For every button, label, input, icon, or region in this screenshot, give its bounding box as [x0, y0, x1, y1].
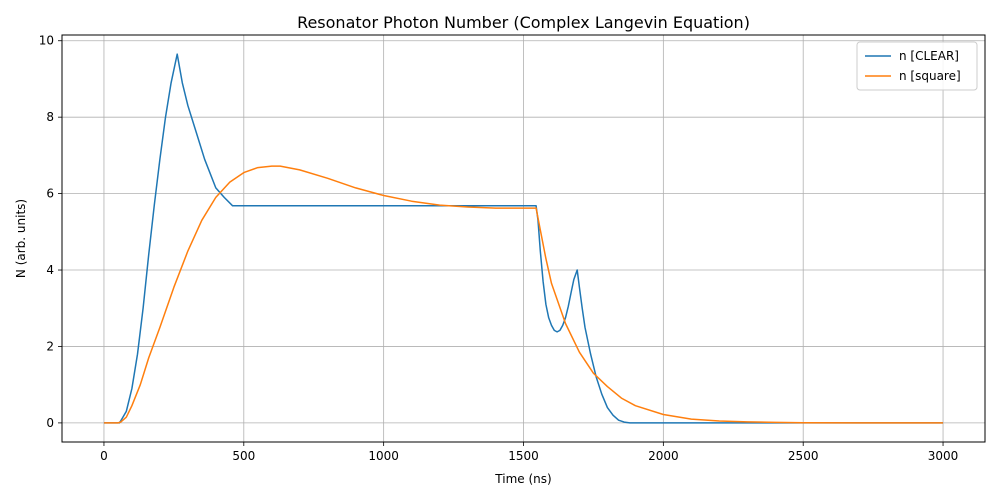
- y-tick-label: 6: [46, 187, 54, 201]
- x-tick-label: 1500: [508, 449, 539, 463]
- x-tick-label: 500: [232, 449, 255, 463]
- legend: n [CLEAR] n [square]: [856, 41, 978, 91]
- ticks: 0 500 1000 1500 2000 2500 3000 0 2 4 6 8 10: [39, 34, 959, 463]
- y-tick-label: 8: [46, 110, 54, 124]
- x-axis-label: Time (ns): [494, 472, 551, 486]
- legend-box: [856, 41, 978, 91]
- x-tick-label: 2000: [648, 449, 679, 463]
- y-tick-label: 0: [46, 416, 54, 430]
- y-axis-label: N (arb. units): [14, 199, 28, 278]
- x-tick-label: 0: [100, 449, 108, 463]
- grid: [62, 35, 985, 442]
- chart-title: Resonator Photon Number (Complex Langevi…: [297, 13, 750, 32]
- y-tick-label: 10: [39, 34, 54, 48]
- x-tick-label: 3000: [928, 449, 959, 463]
- y-tick-label: 2: [46, 339, 54, 353]
- series-layer: [104, 53, 943, 424]
- x-tick-label: 2500: [788, 449, 819, 463]
- legend-label: n [CLEAR]: [899, 49, 959, 63]
- series-line-clear: [104, 53, 943, 424]
- legend-label: n [square]: [899, 69, 961, 83]
- y-tick-label: 4: [46, 263, 54, 277]
- x-tick-label: 1000: [368, 449, 399, 463]
- series-line-square: [104, 165, 943, 424]
